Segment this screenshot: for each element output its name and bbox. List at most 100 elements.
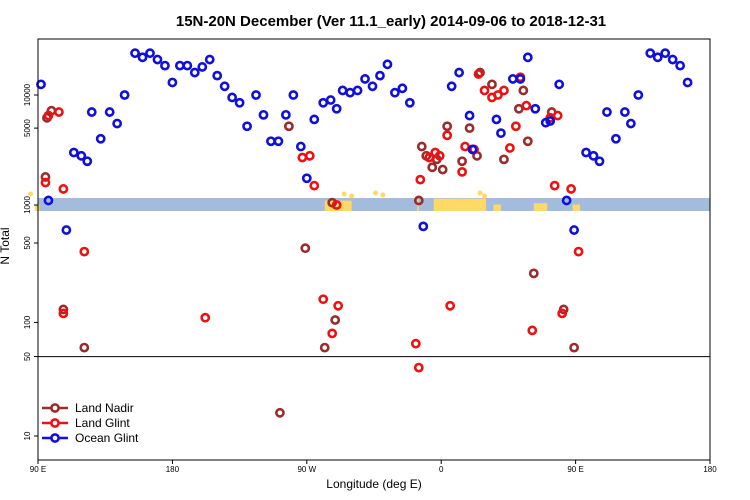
data-point — [167, 77, 178, 88]
x-tick-label: 180 — [166, 465, 180, 474]
data-point — [473, 69, 484, 79]
data-point — [79, 246, 90, 257]
data-point — [204, 54, 215, 65]
data-point — [464, 123, 475, 134]
data-point — [442, 121, 453, 132]
land-mass — [493, 204, 501, 211]
data-point — [145, 48, 155, 59]
data-point — [528, 268, 539, 279]
data-point — [581, 147, 591, 158]
data-point — [43, 110, 54, 121]
data-point — [561, 195, 572, 206]
data-point — [82, 156, 93, 167]
legend-entry: Land Nadir — [42, 401, 134, 415]
y-tick-label: 500 — [23, 236, 32, 250]
x-tick-label: 90 E — [567, 465, 583, 474]
data-point — [522, 136, 533, 147]
data-point — [413, 362, 424, 373]
x-tick-label: 90 E — [30, 465, 46, 474]
data-point — [288, 90, 299, 100]
data-point — [467, 144, 478, 155]
data-point — [251, 90, 261, 100]
data-point — [569, 342, 580, 353]
data-point — [275, 407, 285, 418]
data-point — [557, 308, 568, 319]
data-point — [325, 95, 336, 105]
data-point — [552, 110, 563, 121]
data-point — [79, 342, 90, 353]
data-point — [352, 85, 363, 96]
data-point — [496, 128, 506, 139]
data-point — [197, 62, 208, 72]
data-point — [633, 90, 644, 100]
data-point — [337, 85, 348, 96]
data-point — [375, 70, 385, 81]
data-point — [390, 87, 400, 98]
data-point — [40, 172, 51, 182]
data-point — [137, 52, 148, 63]
data-point — [573, 246, 584, 257]
y-tick-label: 10 — [23, 431, 32, 440]
data-point — [445, 300, 456, 311]
data-point — [434, 150, 445, 161]
y-tick-label: 5000 — [23, 119, 32, 137]
x-axis-label: Longitude (deg E) — [326, 477, 421, 491]
y-axis: 10 50 100 500 1000 5000 10000 — [23, 83, 38, 440]
data-point — [499, 85, 509, 96]
data-point — [521, 100, 532, 111]
data-point — [283, 121, 294, 132]
data-point — [479, 85, 490, 96]
land-mass — [324, 200, 352, 211]
land-mass — [349, 193, 355, 199]
data-point — [297, 152, 308, 163]
data-point — [301, 173, 312, 184]
land-mass — [380, 192, 386, 198]
data-point — [652, 52, 663, 63]
data-point — [119, 90, 130, 100]
data-point — [566, 184, 577, 194]
land-mass — [533, 203, 548, 211]
data-point — [367, 81, 378, 92]
data-point — [487, 79, 497, 90]
data-point — [675, 60, 686, 71]
series-land-glint — [40, 69, 584, 373]
data-point — [330, 315, 341, 325]
y-axis-label: N Total — [0, 227, 12, 264]
data-point — [464, 110, 475, 121]
data-point — [545, 116, 556, 126]
y-tick-label: 100 — [23, 315, 32, 329]
land-mass — [572, 204, 581, 211]
data-point — [493, 90, 503, 100]
data-point — [404, 97, 415, 108]
data-point — [234, 97, 245, 108]
data-point — [319, 342, 330, 353]
data-point — [219, 81, 230, 92]
x-axis: 90 E 180 90 W 0 90 E 180 — [30, 460, 717, 474]
y-tick-label: 50 — [23, 352, 32, 361]
data-point — [58, 184, 69, 194]
data-point — [266, 136, 276, 147]
world-map-strip — [28, 190, 710, 211]
data-point — [454, 67, 465, 78]
data-point — [457, 166, 468, 177]
data-point — [318, 294, 329, 305]
data-point — [327, 328, 338, 339]
data-point — [382, 59, 393, 70]
legend-label: Land Nadir — [75, 401, 134, 415]
y-tick-label: 10000 — [23, 83, 32, 106]
plot-frame — [37, 38, 711, 461]
data-point — [460, 141, 470, 152]
data-point — [510, 121, 521, 132]
series-layer — [36, 48, 693, 418]
data-point — [442, 130, 453, 141]
data-point — [397, 83, 408, 94]
land-mass — [28, 191, 34, 197]
legend-marker — [50, 433, 60, 443]
x-tick-label: 180 — [703, 465, 717, 474]
data-point — [68, 147, 79, 158]
data-point — [619, 107, 630, 117]
data-point — [437, 164, 448, 175]
data-point — [280, 109, 291, 120]
data-point — [427, 162, 438, 173]
